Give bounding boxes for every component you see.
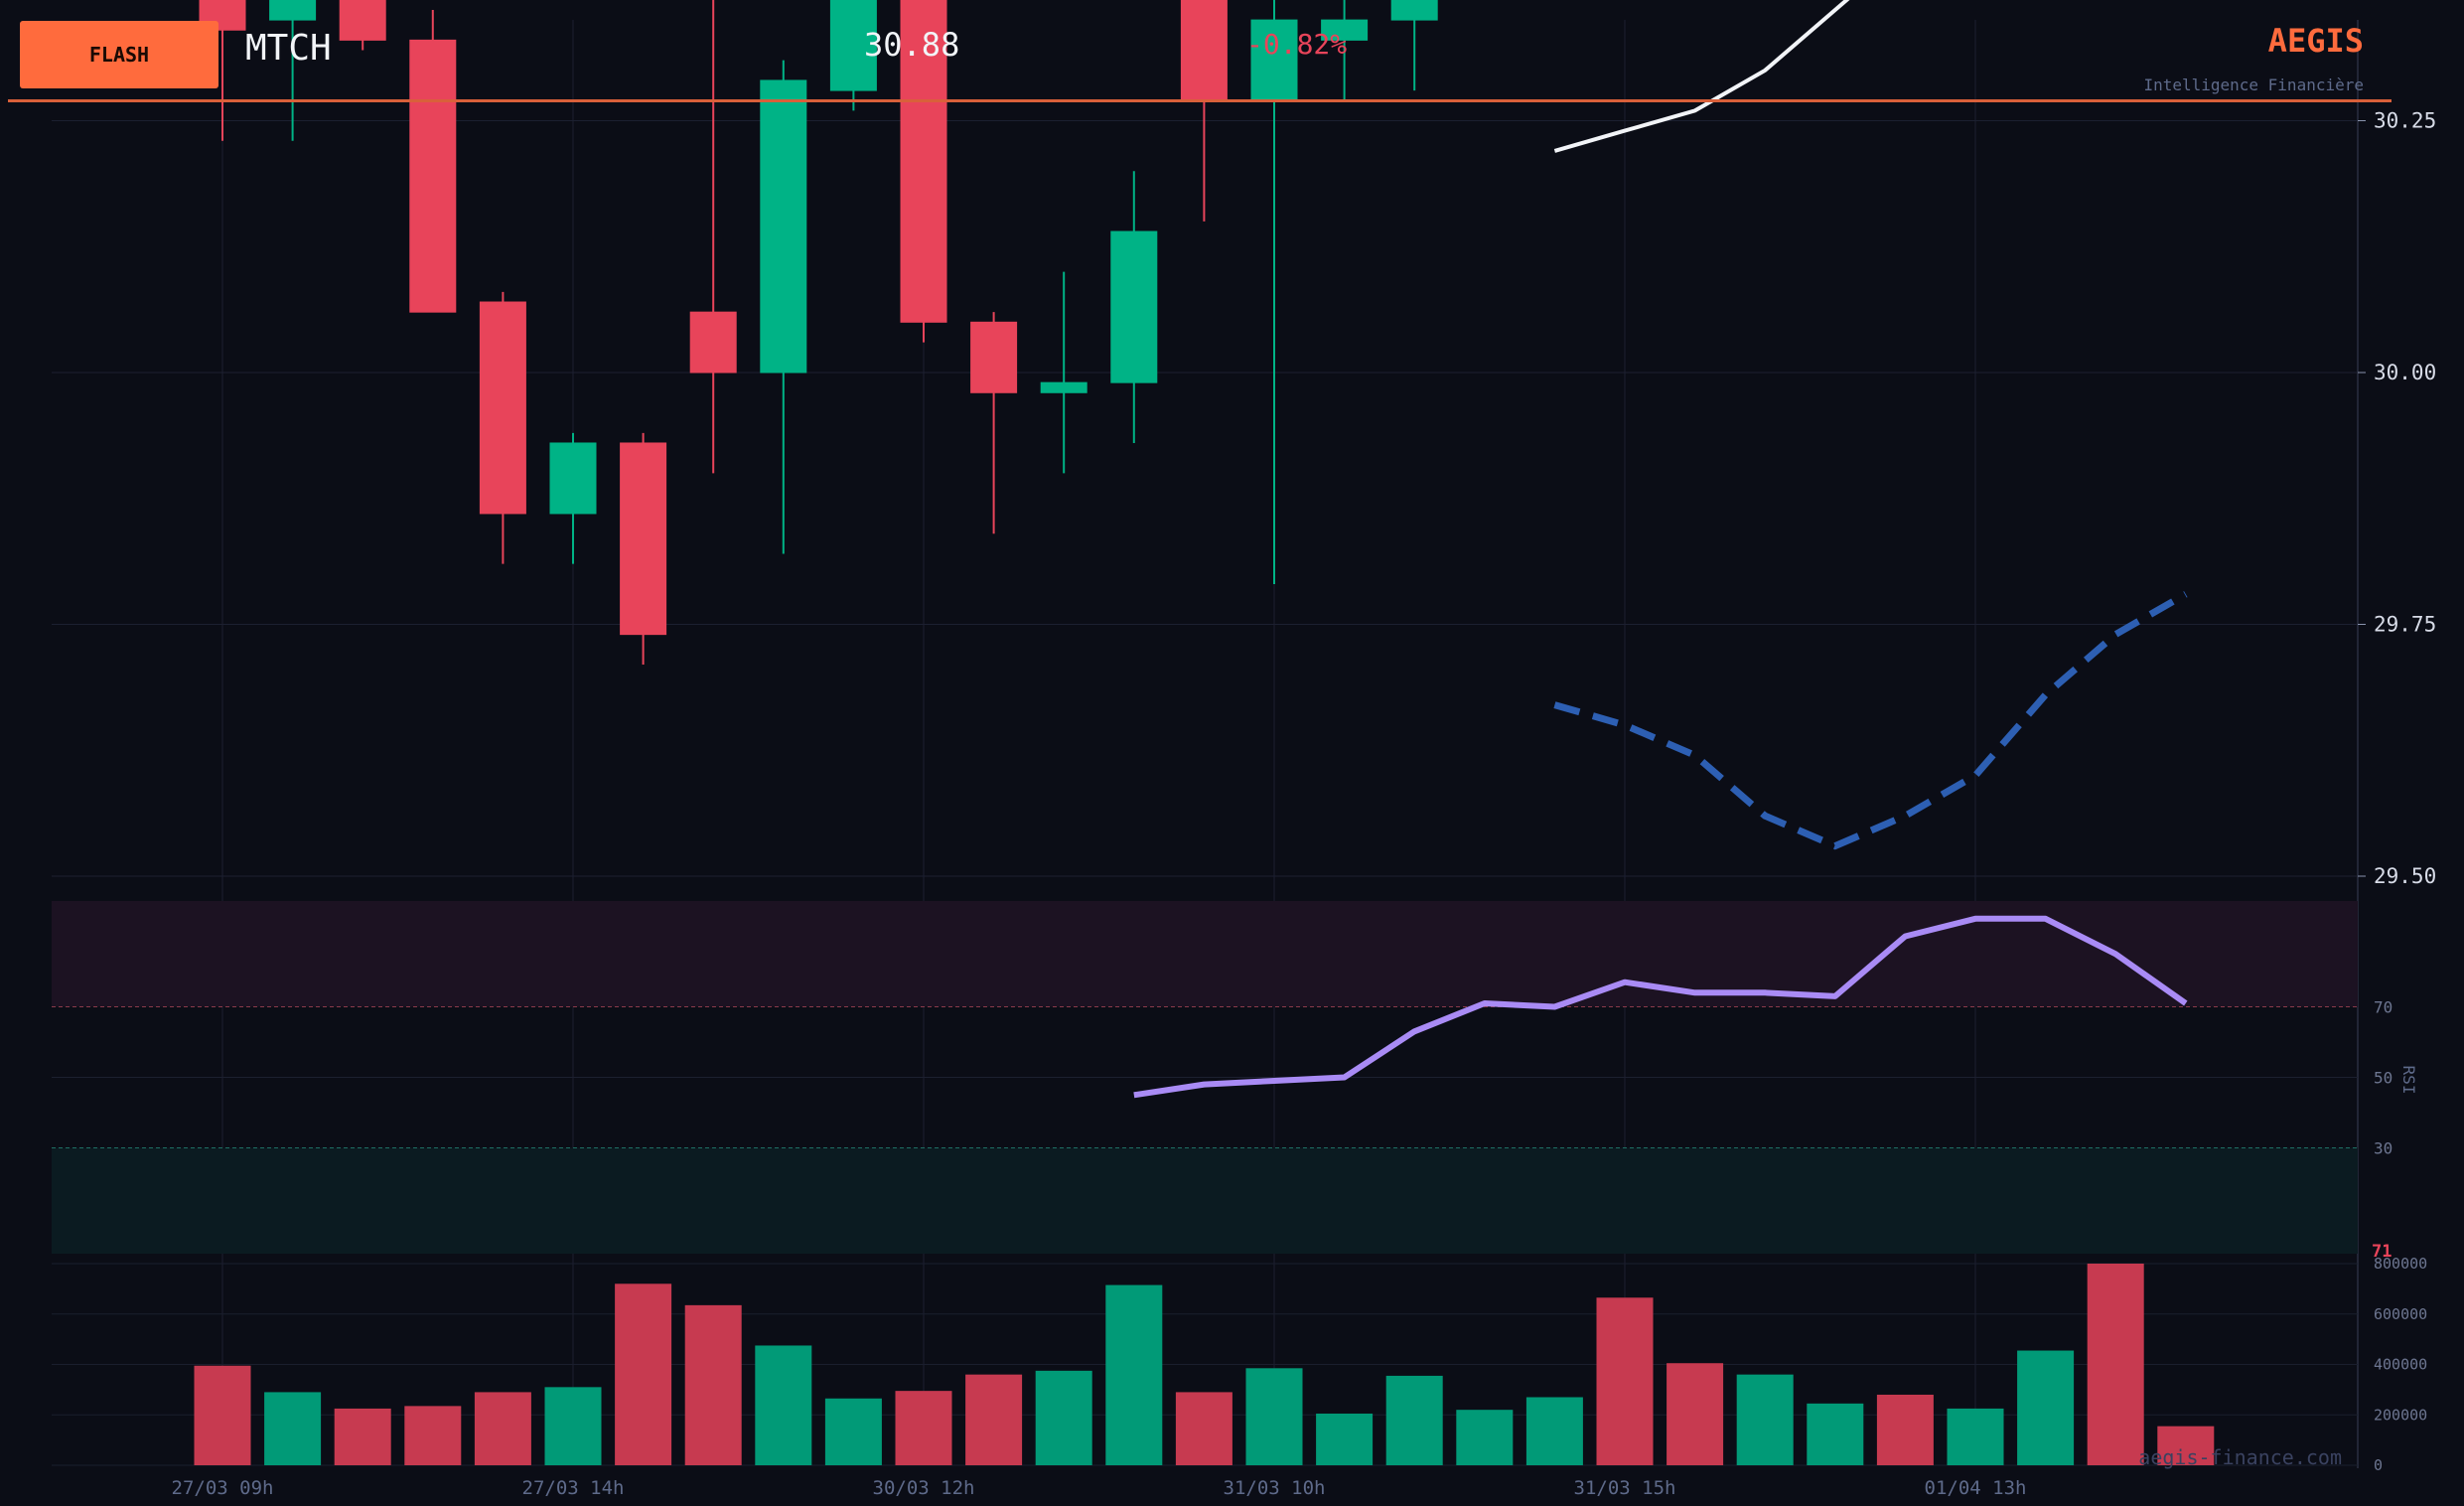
volume-bar <box>895 1391 952 1465</box>
y-tick-label: 29.75 <box>2374 613 2436 637</box>
rsi-tick-label: 70 <box>2374 998 2392 1017</box>
x-tick-label: 01/04 13h <box>1925 1477 2027 1499</box>
volume-bar <box>965 1374 1023 1465</box>
volume-bar <box>404 1406 462 1465</box>
volume-bar <box>1456 1410 1514 1465</box>
volume-tick-label: 400000 <box>2374 1356 2427 1374</box>
candle-body <box>1110 230 1158 383</box>
flash-badge: FLASH <box>20 21 218 88</box>
candle-body <box>970 321 1018 393</box>
volume-bar <box>1525 1397 1583 1465</box>
header-divider <box>8 99 2392 102</box>
x-tick-label: 27/03 14h <box>522 1477 625 1499</box>
y-tick-label: 29.50 <box>2374 864 2436 888</box>
current-price: 30.88 <box>864 26 960 64</box>
volume-bar <box>824 1398 882 1465</box>
brand-tagline: Intelligence Financière <box>2143 75 2364 94</box>
candle-body <box>760 79 807 374</box>
volume-bar <box>1385 1375 1443 1465</box>
volume-series <box>194 1264 2215 1465</box>
volume-bar <box>1596 1297 1654 1465</box>
candle-body <box>339 0 386 41</box>
volume-bar <box>264 1392 322 1465</box>
candle-body <box>409 39 457 313</box>
volume-tick-label: 0 <box>2374 1456 2383 1474</box>
candle-body <box>549 442 597 515</box>
volume-bar <box>755 1345 812 1465</box>
candle-body <box>1250 19 1298 101</box>
x-tick-label: 30/03 12h <box>873 1477 975 1499</box>
volume-bar <box>1667 1363 1724 1465</box>
volume-bar <box>2157 1426 2215 1465</box>
rsi-line <box>1133 915 2188 1099</box>
volume-bar <box>334 1408 391 1465</box>
x-tick-label: 31/03 15h <box>1574 1477 1676 1499</box>
indicator-overlays <box>1553 0 2188 850</box>
rsi-series <box>1133 915 2188 1099</box>
candle-body <box>1321 19 1369 41</box>
candlestick-series <box>199 0 1438 666</box>
moving-average-line <box>1553 0 1850 153</box>
brand-logo: AEGIS <box>2267 22 2364 60</box>
rsi-current-label: 71 <box>2372 1242 2392 1262</box>
volume-bar <box>2087 1264 2144 1465</box>
volume-bar <box>1175 1392 1232 1465</box>
candle-body <box>479 301 526 515</box>
volume-bar <box>615 1283 672 1465</box>
rsi-oversold-zone <box>52 1147 2358 1254</box>
candle-body <box>689 311 737 374</box>
candle-body <box>269 0 317 21</box>
volume-bar <box>2017 1350 2075 1465</box>
footer-watermark: aegis-finance.com <box>2138 1445 2342 1469</box>
x-tick-label: 31/03 10h <box>1224 1477 1326 1499</box>
volume-bar <box>1876 1394 1934 1465</box>
ticker-symbol: MTCH <box>245 28 332 69</box>
candle-body <box>1040 381 1087 393</box>
price-change: -0.82% <box>1246 28 1348 61</box>
y-tick-label: 30.25 <box>2374 109 2436 133</box>
x-tick-label: 27/03 09h <box>172 1477 274 1499</box>
candle-body <box>620 442 667 636</box>
volume-bar <box>1316 1413 1374 1465</box>
candle-body <box>900 0 947 323</box>
volume-bar <box>194 1365 251 1465</box>
volume-bar <box>1245 1368 1303 1465</box>
candle-body <box>829 0 877 91</box>
volume-tick-label: 800000 <box>2374 1255 2427 1273</box>
candle-body <box>1180 0 1228 101</box>
y-tick-label: 30.00 <box>2374 361 2436 384</box>
volume-bar <box>1035 1370 1092 1465</box>
candle-body <box>1390 0 1438 21</box>
volume-bar <box>474 1392 531 1465</box>
rsi-axis-label: RSI <box>2399 1066 2418 1095</box>
rsi-tick-label: 50 <box>2374 1069 2392 1088</box>
volume-bar <box>1736 1374 1794 1465</box>
volume-bar <box>1807 1403 1864 1465</box>
volume-bar <box>1947 1408 2004 1465</box>
volume-tick-label: 600000 <box>2374 1305 2427 1323</box>
volume-tick-label: 200000 <box>2374 1406 2427 1424</box>
volume-bar <box>544 1387 602 1465</box>
volume-bar <box>684 1304 742 1465</box>
axis-labels: 27/03 09h 27/03 14h 30/03 12h 31/03 10h 31/0… <box>172 109 2437 1500</box>
volume-bar <box>1105 1284 1163 1465</box>
rsi-tick-label: 30 <box>2374 1139 2392 1158</box>
